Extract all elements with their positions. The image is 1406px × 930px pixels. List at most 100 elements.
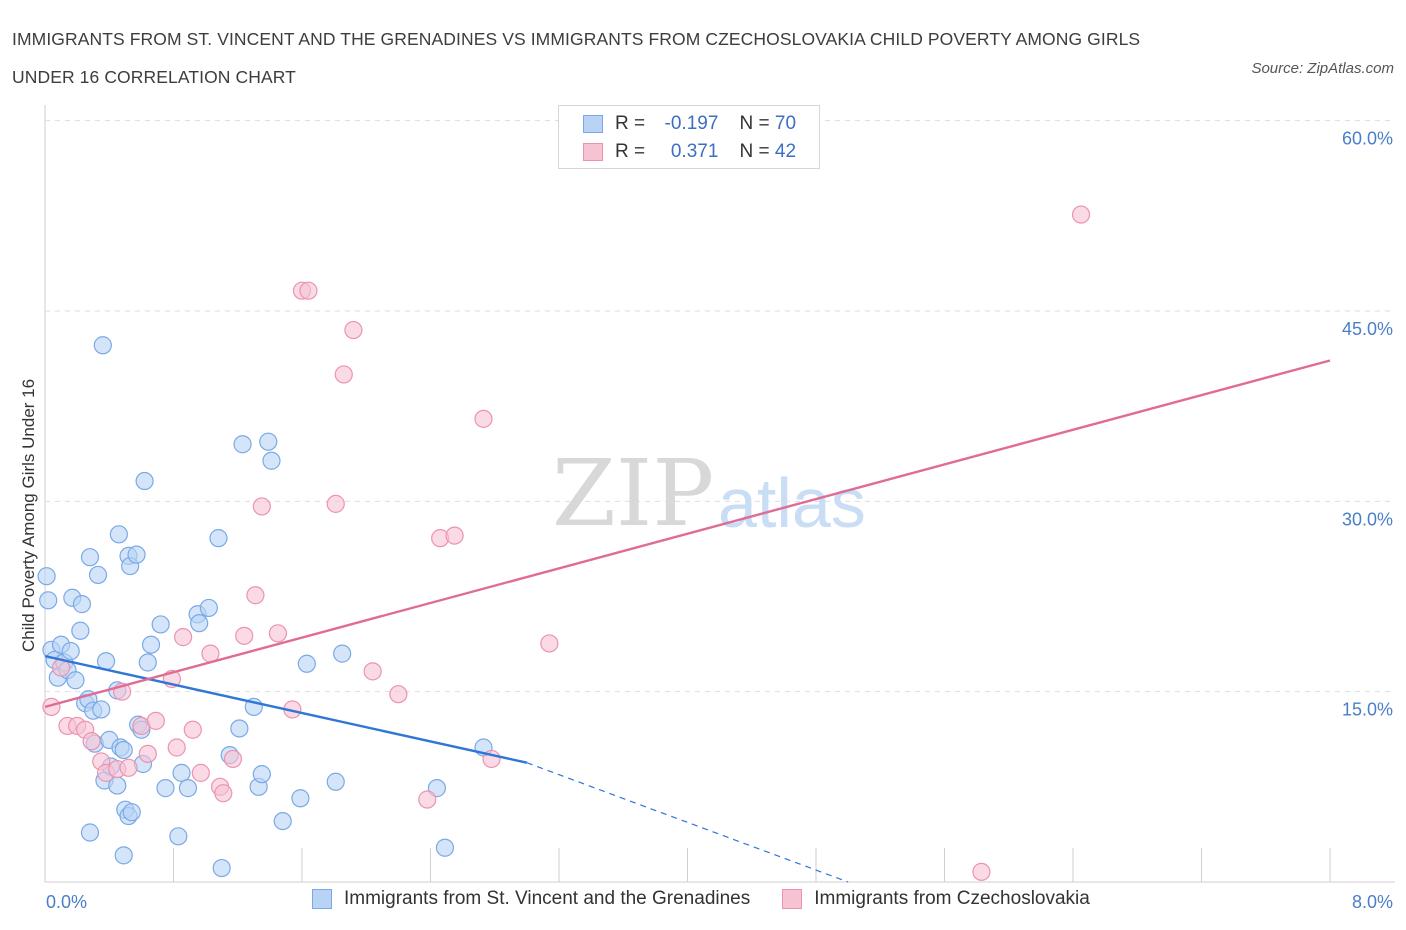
data-point — [66, 671, 85, 690]
data-point — [344, 320, 363, 340]
data-point — [474, 409, 493, 428]
tick-labels: 15.0% 30.0% 45.0% 60.0% 0.0% 8.0% — [46, 129, 1393, 912]
y-axis-label: Child Poverty Among Girls Under 16 — [19, 379, 38, 652]
series-czech-points — [42, 205, 1091, 881]
data-point — [199, 598, 218, 618]
watermark-atlas: atlas — [718, 464, 866, 542]
data-point — [326, 772, 345, 791]
trend-line-czech — [44, 359, 1331, 709]
data-point — [42, 697, 61, 716]
data-point — [93, 336, 112, 355]
data-point — [92, 700, 111, 719]
data-point — [326, 494, 345, 513]
axes — [44, 105, 1395, 883]
data-point — [268, 624, 288, 643]
r-label: R = — [615, 113, 646, 134]
y-tick-label: 60.0% — [1342, 129, 1393, 149]
data-point — [151, 615, 170, 634]
r-value: -0.197 — [664, 113, 719, 134]
data-point — [540, 634, 559, 653]
data-point — [334, 365, 353, 384]
r-value: 0.371 — [670, 141, 719, 162]
data-point — [333, 644, 352, 663]
n-value: 42 — [774, 141, 797, 162]
data-point — [190, 614, 209, 633]
y-tick-label: 30.0% — [1342, 509, 1393, 529]
data-point — [212, 858, 231, 878]
data-point — [135, 471, 154, 491]
n-label: N = — [739, 113, 770, 134]
data-point — [389, 685, 408, 704]
data-point — [72, 595, 92, 614]
data-point — [114, 740, 133, 760]
legend-swatch-pink — [782, 889, 803, 909]
data-point — [273, 811, 292, 831]
data-point — [82, 732, 101, 751]
data-point — [39, 591, 58, 610]
trend-lines — [44, 359, 1331, 883]
x-tick-label: 0.0% — [46, 892, 87, 912]
series-legend: Immigrants from St. Vincent and the Gren… — [312, 888, 1122, 910]
n-label: N = — [739, 141, 770, 162]
data-point — [235, 626, 254, 645]
data-point — [71, 621, 90, 640]
correlation-legend: R = -0.197 N = 70 R = 0.371 N = 42 — [558, 105, 820, 169]
data-point — [61, 641, 80, 661]
data-point — [114, 846, 133, 865]
data-point — [80, 823, 100, 842]
legend-swatch-blue — [312, 889, 332, 909]
trend-line-vincent-extension — [526, 762, 849, 883]
data-point — [174, 628, 193, 647]
data-point — [418, 790, 437, 809]
trend-line-vincent — [44, 654, 528, 764]
data-point — [37, 567, 56, 586]
data-point — [88, 565, 108, 585]
x-tick-label: 8.0% — [1352, 892, 1393, 912]
data-point — [191, 763, 210, 782]
data-point — [119, 758, 138, 777]
data-point — [167, 738, 186, 757]
legend-swatch-blue — [583, 115, 603, 133]
data-point — [259, 432, 278, 451]
data-point — [230, 719, 249, 738]
legend-row-vincent: R = -0.197 N = 70 — [583, 111, 796, 137]
data-point — [169, 827, 188, 846]
legend-item-czech: Immigrants from Czechoslovakia — [782, 888, 1090, 910]
watermark-zip: ZIP — [552, 440, 714, 547]
data-point — [233, 435, 252, 454]
data-point — [80, 548, 100, 567]
data-point — [209, 529, 228, 548]
data-point — [178, 779, 198, 798]
chart-title: IMMIGRANTS FROM ST. VINCENT AND THE GREN… — [12, 29, 1141, 87]
data-point — [252, 765, 271, 784]
data-point — [183, 720, 202, 739]
legend-swatch-pink — [583, 143, 603, 161]
data-point — [291, 789, 310, 808]
y-tick-label: 15.0% — [1342, 700, 1393, 720]
data-point — [156, 779, 175, 798]
legend-label: Immigrants from St. Vincent and the Gren… — [344, 888, 751, 909]
r-label: R = — [615, 141, 646, 162]
data-point — [1071, 205, 1091, 224]
data-point — [109, 525, 128, 544]
data-point — [223, 749, 243, 769]
data-point — [172, 763, 191, 782]
data-point — [138, 744, 157, 763]
data-point — [299, 281, 318, 300]
data-point — [122, 803, 141, 822]
data-point — [435, 838, 455, 857]
gridlines — [45, 120, 1395, 693]
data-point — [972, 862, 991, 881]
data-point — [297, 654, 316, 673]
data-point — [363, 662, 382, 681]
legend-row-czech: R = 0.371 N = 42 — [583, 139, 796, 165]
data-point — [138, 653, 157, 672]
data-point — [262, 451, 281, 470]
legend-item-vincent: Immigrants from St. Vincent and the Gren… — [312, 888, 750, 910]
data-point — [127, 545, 146, 564]
n-value: 70 — [774, 113, 797, 134]
data-point — [246, 586, 265, 605]
data-point — [214, 784, 233, 803]
data-point — [252, 497, 271, 516]
